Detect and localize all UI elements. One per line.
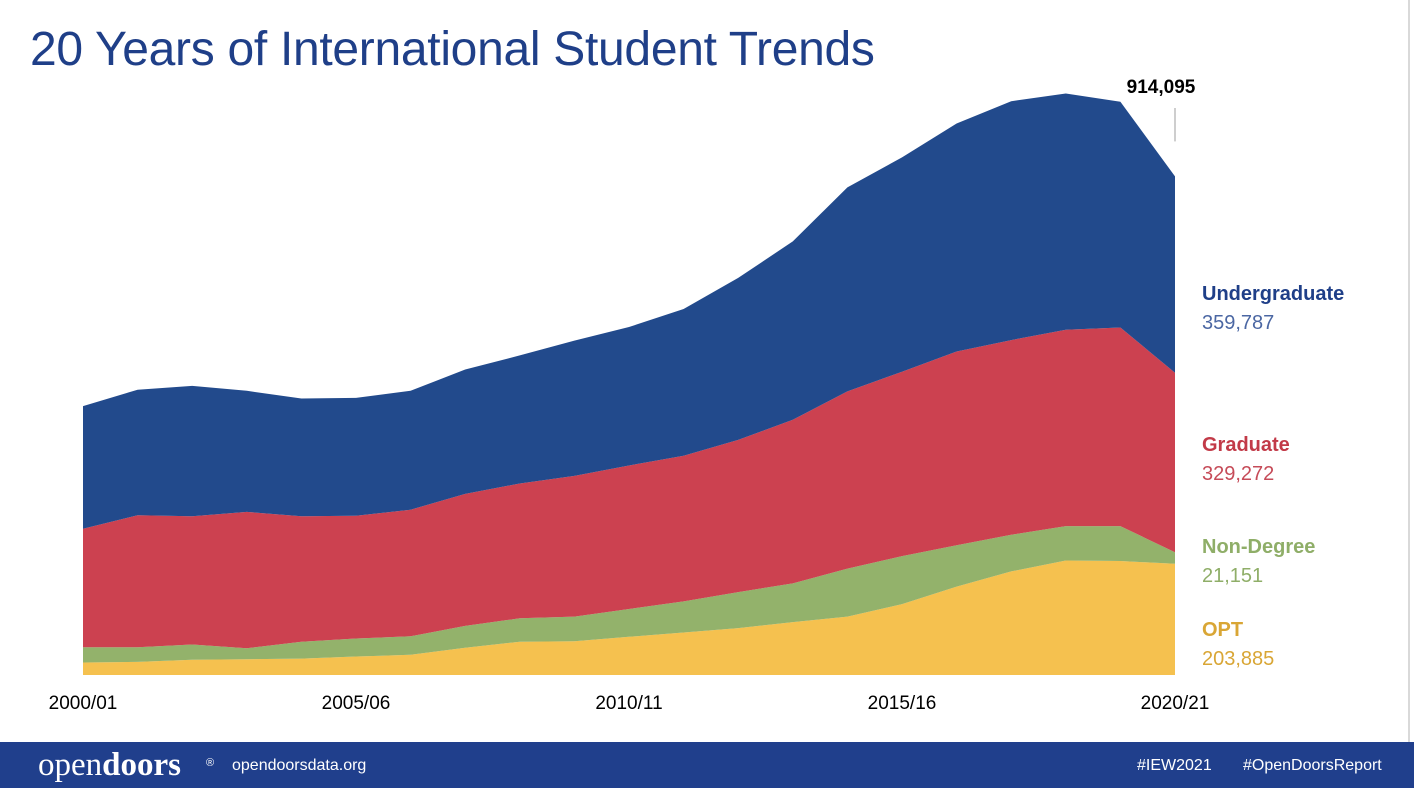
area-graduate <box>83 327 1175 649</box>
legend-label-non-degree: Non-Degree <box>1202 536 1315 558</box>
x-tick-label: 2020/21 <box>1141 693 1210 714</box>
legend-value-non-degree: 21,151 <box>1202 565 1263 587</box>
x-tick-label: 2005/06 <box>322 693 391 714</box>
x-tick-label: 2010/11 <box>595 693 662 714</box>
hashtag-iew: #IEW2021 <box>1137 757 1212 774</box>
opendoors-logo: opendoors ® <box>38 746 214 784</box>
area-opt <box>83 560 1175 675</box>
legend-label-graduate: Graduate <box>1202 434 1290 456</box>
x-tick-label: 2015/16 <box>868 693 937 714</box>
total-annotation-label: 914,095 <box>1127 77 1196 98</box>
website-link[interactable]: opendoorsdata.org <box>232 757 367 774</box>
x-axis-tick-labels: 2000/01 2005/06 2010/11 2015/16 2020/21 <box>49 693 1210 714</box>
area-non-degree <box>83 526 1175 663</box>
right-edge-rule <box>1408 0 1410 742</box>
legend-value-opt: 203,885 <box>1202 648 1274 670</box>
hashtag-opendoors: #OpenDoorsReport <box>1243 757 1382 774</box>
page-title: 20 Years of International Student Trends <box>30 23 875 76</box>
logo-open-text: open <box>38 747 103 783</box>
legend-value-graduate: 329,272 <box>1202 463 1274 485</box>
footer-bar: opendoors ® opendoorsdata.org #IEW2021 #… <box>0 742 1414 788</box>
stacked-area-chart: 914,095 2000/01 2005/06 2010/11 2015/16 2020… <box>49 77 1345 714</box>
legend-value-undergraduate: 359,787 <box>1202 312 1274 334</box>
legend-label-undergraduate: Undergraduate <box>1202 283 1344 305</box>
area-undergraduate <box>83 93 1175 529</box>
logo-doors-text: doors <box>102 747 181 783</box>
legend: OPT 203,885 Non-Degree 21,151 Graduate 329,27… <box>1202 283 1344 670</box>
legend-label-opt: OPT <box>1202 619 1243 641</box>
chart-areas <box>83 93 1175 675</box>
x-tick-label: 2000/01 <box>49 693 118 714</box>
logo-registered-mark: ® <box>206 757 215 769</box>
